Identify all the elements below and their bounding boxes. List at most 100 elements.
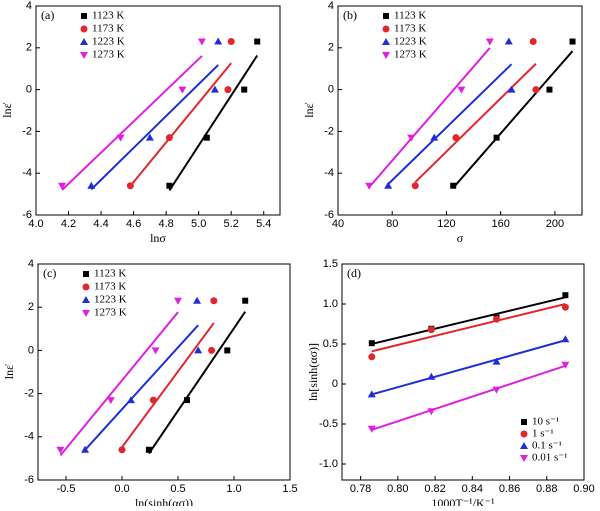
point bbox=[561, 303, 569, 311]
point bbox=[485, 38, 494, 46]
y-tick-label: 4 bbox=[328, 0, 334, 12]
point bbox=[165, 134, 173, 142]
x-tick-label: 1.5 bbox=[282, 483, 297, 495]
legend-label: 1123 K bbox=[394, 10, 426, 22]
x-tick-label: 0.78 bbox=[350, 483, 371, 495]
point bbox=[80, 38, 88, 45]
legend-label: 1123 K bbox=[94, 268, 126, 280]
point bbox=[562, 292, 569, 299]
point bbox=[382, 25, 390, 33]
point bbox=[520, 455, 528, 462]
point bbox=[493, 134, 500, 141]
point bbox=[427, 326, 435, 334]
x-tick-label: 0.90 bbox=[573, 483, 594, 495]
y-tick-label: -4 bbox=[24, 431, 34, 443]
x-tick-label: 0.5 bbox=[170, 483, 185, 495]
fit-line bbox=[61, 55, 203, 191]
x-tick-label: 0.82 bbox=[424, 483, 445, 495]
point bbox=[126, 182, 134, 190]
y-tick-label: -2 bbox=[324, 125, 334, 137]
point bbox=[118, 446, 126, 454]
point bbox=[149, 396, 157, 404]
point bbox=[368, 353, 376, 361]
y-tick-label: 1.5 bbox=[323, 258, 338, 270]
y-tick-label: 2 bbox=[328, 42, 334, 54]
panel-title: (a) bbox=[41, 8, 54, 22]
plot-frame bbox=[341, 263, 585, 481]
point bbox=[83, 271, 89, 277]
point bbox=[450, 182, 457, 189]
x-tick-label: 4.4 bbox=[93, 218, 108, 230]
y-tick-label: 4 bbox=[26, 0, 32, 12]
panel-title: (b) bbox=[343, 8, 357, 22]
plot-frame bbox=[337, 5, 583, 216]
point bbox=[82, 296, 90, 303]
point bbox=[242, 297, 249, 304]
point bbox=[80, 52, 88, 59]
plot-frame bbox=[37, 263, 291, 481]
x-tick-label: 5.0 bbox=[191, 218, 206, 230]
x-axis-label: lnσ bbox=[150, 231, 166, 245]
panel: 4.0 4.2 4.4 4.6 4.8 5.0 5.2 5.4 -6 -4 -2 0 2 4 (a) lnσ l… bbox=[0, 0, 281, 245]
point bbox=[367, 390, 376, 398]
point bbox=[452, 134, 460, 142]
x-tick-label: 200 bbox=[546, 218, 564, 230]
point bbox=[492, 386, 501, 394]
point bbox=[532, 86, 540, 94]
panel: -0.5 0.0 0.5 1.0 1.5 -6 -4 -2 0 2 4 (c) ln(sinh(ασ))… bbox=[2, 258, 298, 510]
point bbox=[210, 85, 219, 93]
point bbox=[546, 86, 553, 93]
y-tick-label: 0 bbox=[328, 84, 334, 96]
point bbox=[116, 134, 125, 142]
x-tick-label: 0.86 bbox=[499, 483, 520, 495]
point bbox=[520, 442, 528, 449]
y-tick-label: 0 bbox=[26, 84, 32, 96]
point bbox=[430, 133, 439, 141]
point bbox=[126, 396, 135, 404]
point bbox=[504, 37, 513, 45]
legend-label: 1173 K bbox=[394, 23, 426, 35]
y-axis-label: lnε̇ bbox=[0, 102, 14, 117]
legend-label: 10 s⁻¹ bbox=[532, 416, 559, 428]
point bbox=[214, 37, 223, 45]
point bbox=[82, 283, 90, 291]
point bbox=[174, 297, 182, 305]
point bbox=[561, 361, 570, 369]
legend-label: 1223 K bbox=[394, 36, 427, 48]
fit-line bbox=[371, 296, 566, 345]
point bbox=[58, 182, 67, 190]
x-tick-label: 120 bbox=[437, 218, 455, 230]
y-tick-label: 2 bbox=[28, 301, 34, 313]
fit-line bbox=[371, 364, 566, 431]
point bbox=[254, 38, 261, 45]
x-tick-label: 160 bbox=[491, 218, 509, 230]
point bbox=[166, 182, 173, 189]
y-tick-label: 0 bbox=[332, 378, 338, 390]
point bbox=[521, 419, 527, 425]
point bbox=[151, 347, 160, 355]
y-tick-label: -6 bbox=[324, 209, 334, 221]
y-axis-label: lnε̇ bbox=[2, 364, 16, 379]
point bbox=[411, 182, 419, 190]
point bbox=[427, 408, 436, 416]
point bbox=[520, 430, 528, 438]
point bbox=[194, 346, 203, 354]
point bbox=[507, 85, 516, 93]
point bbox=[365, 182, 374, 190]
point bbox=[208, 346, 216, 354]
x-tick-label: 0.84 bbox=[462, 483, 483, 495]
y-tick-label: -2 bbox=[22, 125, 32, 137]
legend-label: 1273 K bbox=[94, 307, 127, 319]
y-tick-label: 1.0 bbox=[323, 298, 338, 310]
panel-title: (d) bbox=[347, 266, 361, 280]
x-tick-label: 4.2 bbox=[61, 218, 76, 230]
fit-line bbox=[414, 63, 537, 183]
plot-frame bbox=[35, 5, 281, 216]
fit-line bbox=[168, 54, 259, 192]
y-tick-label: -4 bbox=[22, 167, 32, 179]
fit-line bbox=[129, 62, 232, 187]
y-tick-label: 2 bbox=[26, 42, 32, 54]
point bbox=[82, 310, 90, 317]
y-tick-label: -0.5 bbox=[319, 418, 338, 430]
point bbox=[106, 397, 115, 405]
